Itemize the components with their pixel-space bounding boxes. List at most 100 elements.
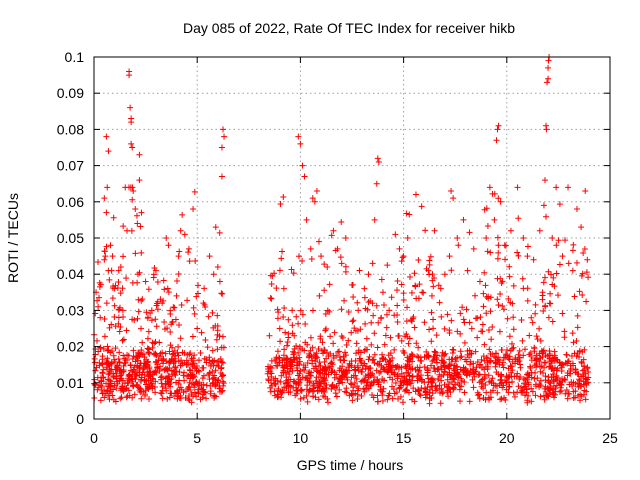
data-point (357, 349, 364, 356)
data-point (422, 227, 429, 234)
data-point (439, 349, 446, 356)
data-point (217, 356, 224, 363)
data-point (581, 246, 588, 253)
data-point (499, 384, 506, 391)
data-point (528, 398, 535, 405)
data-point (384, 396, 391, 403)
data-point (124, 393, 131, 400)
data-point (325, 371, 332, 378)
data-point (129, 184, 136, 191)
data-point (178, 301, 185, 308)
data-point (413, 340, 420, 347)
data-point (138, 325, 145, 332)
data-point (563, 387, 570, 394)
data-point (405, 370, 412, 377)
data-point (166, 348, 173, 355)
data-point (148, 317, 155, 324)
data-points (91, 54, 592, 407)
data-point (400, 296, 407, 303)
data-point (315, 362, 322, 369)
data-point (213, 336, 220, 343)
data-point (195, 282, 202, 289)
data-point (541, 396, 548, 403)
data-point (141, 377, 148, 384)
data-point (203, 395, 210, 402)
data-point (350, 392, 357, 399)
data-point (573, 206, 580, 213)
data-point (307, 334, 314, 341)
data-point (512, 354, 519, 361)
data-point (290, 351, 297, 358)
data-point (364, 306, 371, 313)
data-point (191, 352, 198, 359)
data-point (104, 184, 111, 191)
data-point (132, 376, 139, 383)
data-point (549, 318, 556, 325)
data-point (293, 313, 300, 320)
data-point (110, 370, 117, 377)
data-point (336, 375, 343, 382)
data-point (540, 279, 547, 286)
data-point (111, 356, 118, 363)
data-point (214, 312, 221, 319)
data-point (494, 296, 501, 303)
data-point (382, 332, 389, 339)
data-point (311, 198, 318, 205)
data-point (107, 242, 114, 249)
data-point (540, 348, 547, 355)
data-point (526, 371, 533, 378)
data-point (175, 271, 182, 278)
data-point (526, 332, 533, 339)
data-point (495, 195, 502, 202)
data-point (203, 382, 210, 389)
data-point (349, 282, 355, 289)
data-point (570, 241, 577, 248)
data-point (214, 263, 221, 270)
data-point (502, 351, 509, 358)
data-point (436, 299, 443, 306)
x-axis-label: GPS time / hours (297, 457, 404, 473)
data-point (545, 393, 552, 400)
data-point (495, 371, 502, 378)
data-point (176, 377, 183, 384)
data-point (508, 369, 515, 376)
data-point (300, 362, 307, 369)
data-point (131, 364, 138, 371)
data-point (345, 337, 352, 344)
data-point (458, 383, 465, 390)
data-point (336, 386, 343, 393)
data-point (203, 356, 210, 363)
data-point (212, 322, 219, 329)
data-point (212, 393, 219, 400)
data-point (149, 375, 156, 382)
data-point (119, 383, 126, 390)
data-point (135, 296, 142, 303)
data-point (118, 394, 125, 401)
data-point (371, 374, 378, 381)
data-point (97, 397, 104, 404)
data-point (506, 263, 513, 270)
data-point (216, 333, 223, 340)
data-point (466, 229, 473, 236)
data-point (480, 303, 487, 310)
data-point (429, 390, 436, 397)
data-point (418, 376, 425, 383)
data-point (133, 381, 140, 388)
data-point (455, 242, 462, 249)
data-point (494, 255, 501, 262)
y-tick-label: 0.07 (57, 158, 84, 174)
data-point (138, 347, 145, 354)
data-point (111, 302, 118, 309)
data-point (480, 385, 487, 392)
data-point (175, 253, 182, 260)
data-point (115, 314, 122, 321)
data-point (575, 392, 582, 399)
data-point (358, 368, 365, 375)
data-point (486, 395, 493, 402)
data-point (174, 349, 181, 356)
data-point (135, 353, 142, 360)
data-point (138, 388, 145, 395)
data-point (510, 344, 517, 351)
data-point (327, 350, 334, 357)
data-point (369, 392, 376, 399)
